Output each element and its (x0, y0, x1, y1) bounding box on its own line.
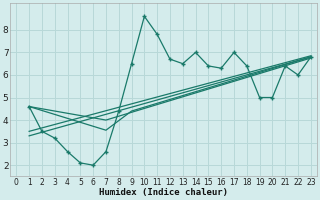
X-axis label: Humidex (Indice chaleur): Humidex (Indice chaleur) (99, 188, 228, 197)
